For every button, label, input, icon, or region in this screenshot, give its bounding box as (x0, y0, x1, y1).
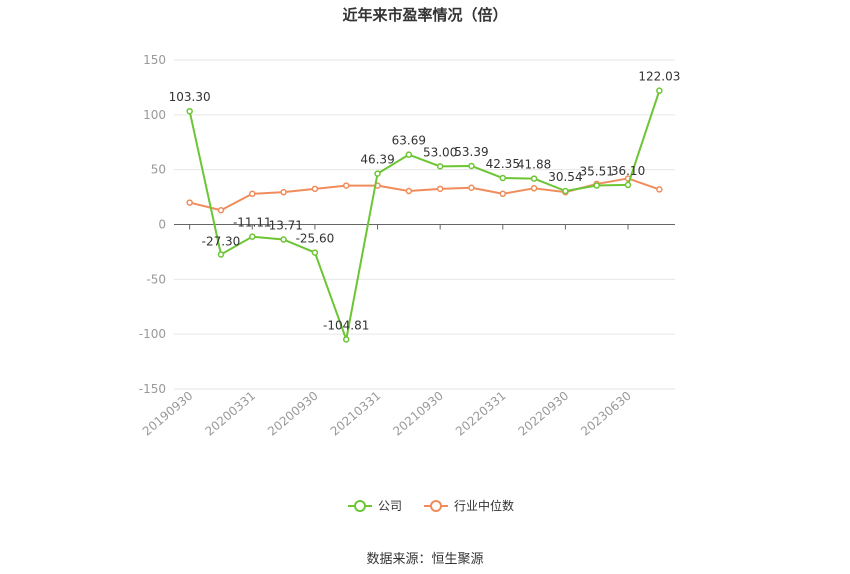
data-label: 30.54 (548, 170, 582, 184)
legend: 公司 行业中位数 (348, 498, 514, 513)
data-label: 122.03 (638, 70, 680, 84)
data-point[interactable] (249, 190, 256, 198)
data-label: 53.00 (423, 145, 457, 159)
data-point[interactable] (405, 187, 413, 195)
legend-label[interactable]: 行业中位数 (454, 498, 514, 513)
data-label: -13.71 (264, 219, 303, 233)
x-tick-label: 20210930 (390, 389, 446, 439)
x-tick-label: 20210331 (328, 389, 384, 439)
data-point[interactable] (280, 188, 287, 196)
x-tick-label: 20190930 (140, 389, 196, 439)
data-point[interactable] (656, 87, 663, 94)
data-label: 46.39 (360, 153, 394, 167)
data-label: 41.88 (517, 158, 551, 172)
data-point[interactable] (217, 206, 225, 214)
y-tick-label: -50 (146, 272, 166, 286)
legend-marker (354, 500, 366, 512)
data-labels: 103.30 -27.30 -11.11-13.71-25.60 -104.81 46.… (169, 70, 681, 333)
data-point[interactable] (342, 336, 350, 343)
x-tick-label: 20200331 (202, 389, 258, 439)
data-point[interactable] (468, 162, 475, 170)
data-point[interactable] (405, 151, 413, 158)
legend-marker (430, 500, 442, 512)
y-tick-label: 0 (158, 218, 166, 232)
x-tick-label: 20200930 (265, 389, 321, 439)
y-tick-label: 150 (143, 53, 166, 67)
data-point[interactable] (436, 185, 444, 193)
data-point[interactable] (530, 175, 538, 182)
data-label: 53.39 (454, 145, 488, 159)
series-line-0 (188, 90, 661, 341)
y-tick-label: 50 (151, 163, 166, 177)
x-tick-label: 20230630 (578, 389, 634, 439)
data-point[interactable] (186, 107, 193, 115)
data-label: -11.11 (233, 216, 272, 230)
data-point[interactable] (436, 163, 444, 170)
data-label: -27.30 (202, 234, 241, 248)
data-point[interactable] (311, 185, 319, 193)
legend-label[interactable]: 公司 (378, 499, 402, 513)
data-point[interactable] (217, 251, 225, 258)
y-axis: -150 -100 -50 0 50 100 150 (139, 53, 166, 396)
data-label: 35.51 (580, 165, 614, 179)
source-note: 数据来源：恒生聚源 (366, 552, 483, 567)
data-point[interactable] (530, 185, 538, 192)
data-point[interactable] (280, 236, 287, 243)
y-tick-label: -150 (139, 382, 166, 396)
data-point[interactable] (311, 249, 319, 256)
series-lines (186, 87, 663, 343)
series-line-1 (189, 177, 660, 212)
data-point[interactable] (249, 233, 256, 240)
data-point[interactable] (562, 187, 569, 195)
data-point[interactable] (342, 182, 350, 189)
data-point[interactable] (593, 182, 600, 189)
y-tick-label: 100 (143, 108, 166, 122)
data-point[interactable] (374, 170, 381, 177)
data-point[interactable] (468, 184, 475, 192)
x-tick-label: 20220930 (516, 389, 572, 439)
y-tick-label: -100 (139, 327, 166, 341)
data-label: 36.10 (611, 164, 645, 178)
x-tick-label: 20220331 (453, 389, 509, 439)
data-label: 63.69 (392, 134, 426, 148)
data-label: -104.81 (323, 318, 369, 332)
data-label: 42.35 (486, 157, 520, 171)
chart-title: 近年来市盈率情况（倍） (342, 6, 507, 24)
data-point[interactable] (499, 174, 507, 182)
data-point[interactable] (624, 181, 632, 189)
data-label: 103.30 (169, 90, 211, 104)
data-point[interactable] (656, 186, 663, 193)
data-point[interactable] (186, 199, 193, 206)
data-label: -25.60 (296, 232, 335, 246)
data-point[interactable] (499, 190, 507, 198)
